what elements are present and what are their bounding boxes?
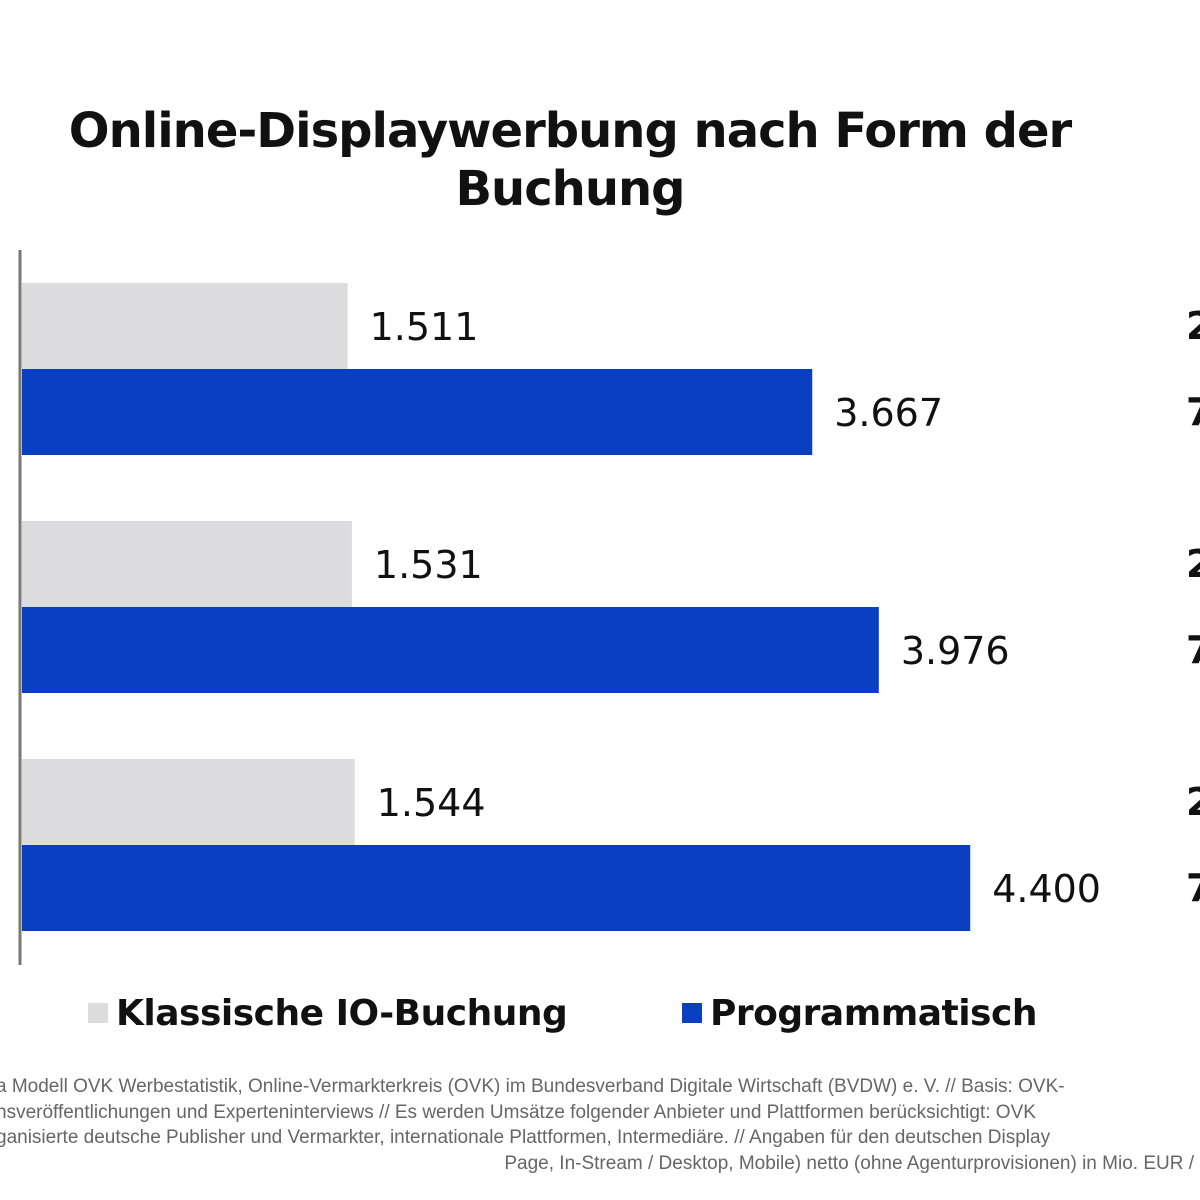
chart-title-line-1: Online-Displaywerbung nach Form der (68, 103, 1072, 159)
cutoff-label-2: 7 (1186, 390, 1200, 434)
source-line-2: nsveröffentlichungen und Expertenintervi… (0, 1101, 1036, 1123)
source-note: a Modell OVK Werbestatistik, Online-Verm… (0, 1074, 1194, 1200)
bar-classic-io-2 (22, 521, 352, 607)
legend-label-classic-io: Klassische IO-Buchung (116, 992, 568, 1034)
cutoff-label-1: 2 (1186, 304, 1200, 348)
cutoff-label-5: 2 (1186, 780, 1200, 824)
bar-chart: 1.511 3.667 1.531 3.976 1.544 4.400 2 7 2 7 2 7 (18, 250, 1200, 965)
data-label-classic-io-1: 1.511 (370, 305, 479, 349)
legend-item-programmatic: Programmatisch (682, 990, 1037, 1036)
cutoff-label-6: 7 (1186, 866, 1200, 910)
data-label-programmatic-1: 3.667 (834, 391, 943, 435)
legend-label-programmatic: Programmatisch (710, 992, 1037, 1034)
data-label-programmatic-3: 4.400 (992, 867, 1101, 911)
source-line-3: ganisierte deutsche Publisher und Vermar… (0, 1127, 1051, 1148)
legend-swatch-programmatic (682, 1003, 702, 1023)
legend-item-classic-io: Klassische IO-Buchung (88, 990, 568, 1036)
data-label-classic-io-2: 1.531 (374, 543, 483, 587)
data-label-classic-io-3: 1.544 (377, 781, 486, 825)
bar-classic-io-3 (22, 759, 355, 845)
bar-programmatic-2 (22, 607, 879, 693)
bar-classic-io-1 (22, 283, 348, 369)
legend-swatch-classic-io (88, 1003, 108, 1023)
chart-title-line-2: Buchung (455, 161, 685, 217)
cutoff-label-4: 7 (1186, 628, 1200, 672)
bar-programmatic-3 (22, 845, 971, 931)
bar-programmatic-1 (22, 369, 813, 455)
source-line-1: a Modell OVK Werbestatistik, Online-Verm… (0, 1076, 1065, 1097)
data-label-programmatic-2: 3.976 (901, 629, 1010, 673)
cutoff-label-3: 2 (1186, 542, 1200, 586)
source-line-4: Page, In-Stream / Desktop, Mobile) netto… (504, 1152, 1194, 1174)
